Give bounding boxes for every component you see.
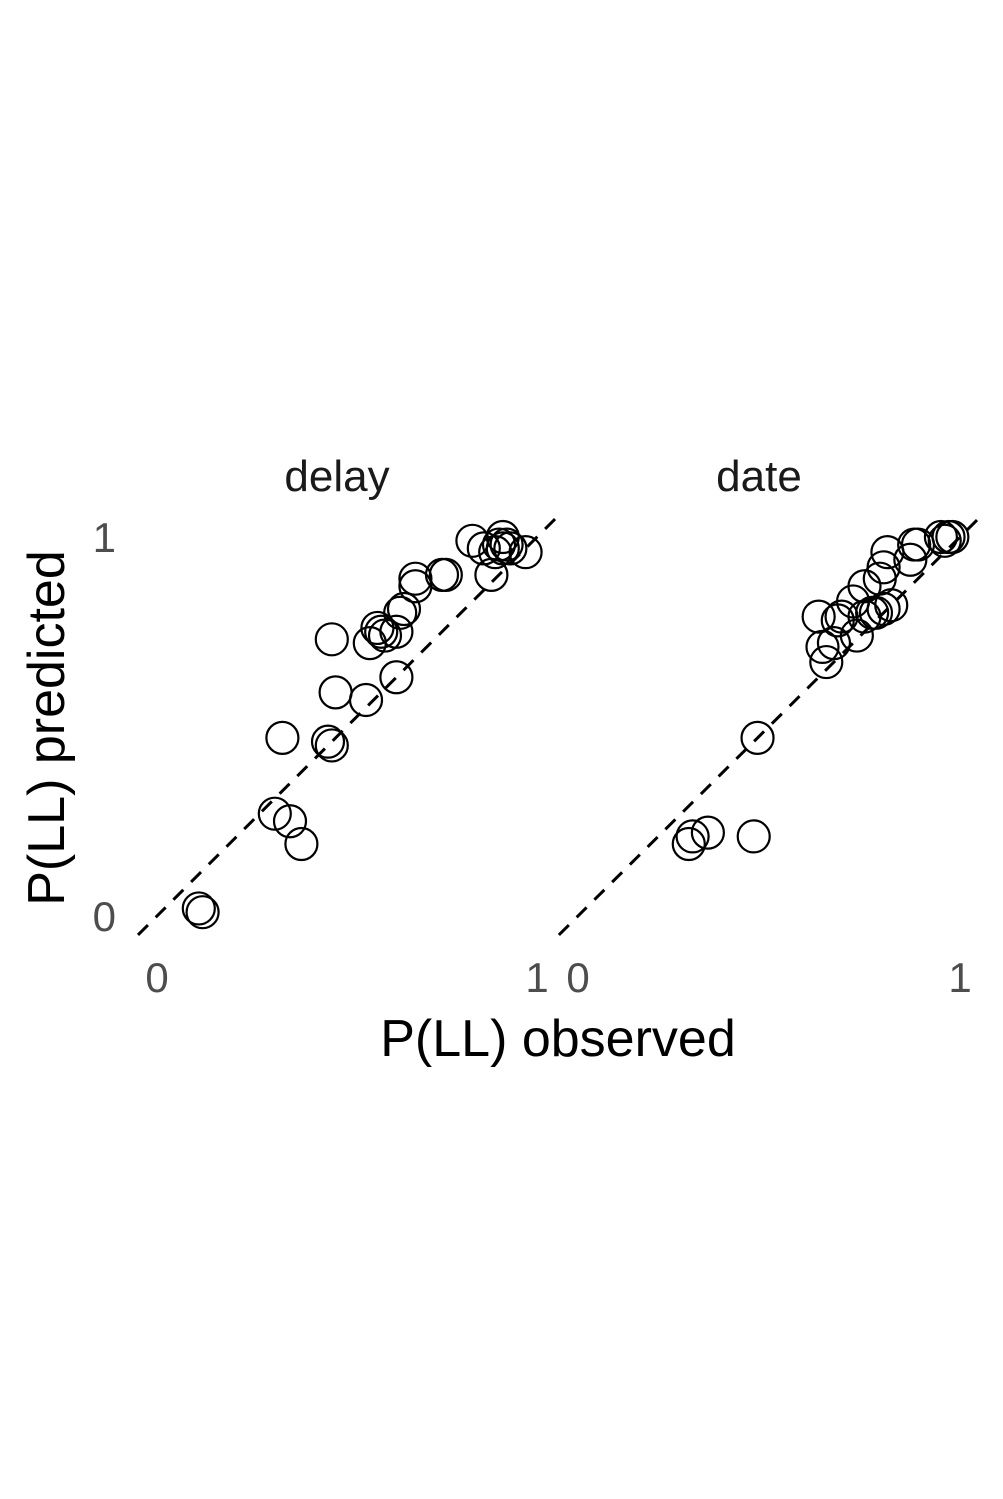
y-tick-label: 0: [93, 893, 116, 940]
data-point: [736, 819, 771, 854]
facet-delay: delay 0 1 0 1: [93, 452, 558, 1001]
data-point: [314, 728, 349, 763]
data-point: [257, 796, 292, 831]
data-point: [675, 819, 710, 854]
x-tick-label: 1: [948, 954, 971, 1001]
y-tick-label: 1: [93, 514, 116, 561]
y-axis-title: P(LL) predicted: [18, 550, 76, 906]
data-point: [816, 626, 852, 661]
data-point: [893, 542, 928, 577]
data-point: [809, 644, 844, 680]
data-point: [383, 595, 418, 630]
data-point: [671, 826, 706, 862]
data-point: [866, 591, 901, 627]
x-axis-title: P(LL) observed: [380, 1010, 736, 1068]
data-point: [508, 535, 543, 570]
x-tick-label: 0: [145, 954, 168, 1001]
facet-date: date 0 1: [557, 452, 981, 1001]
data-point: [690, 815, 725, 850]
data-point: [379, 614, 414, 649]
data-point: [265, 720, 300, 755]
data-point: [185, 895, 220, 930]
data-point: [428, 557, 463, 593]
facet-title-delay: delay: [284, 452, 389, 501]
data-point: [478, 535, 513, 570]
x-tick-label: 0: [566, 954, 589, 1001]
data-point: [318, 675, 353, 710]
data-point: [379, 660, 414, 695]
data-point: [874, 588, 909, 623]
data-point: [348, 682, 384, 718]
data-point: [493, 531, 528, 566]
data-point: [935, 519, 970, 555]
data-point: [801, 599, 836, 634]
data-point: [310, 724, 346, 759]
data-point: [272, 804, 308, 839]
data-point: [927, 523, 962, 558]
data-point: [398, 561, 433, 596]
data-point: [386, 591, 422, 627]
data-point: [866, 550, 901, 585]
x-tick-label: 1: [525, 954, 548, 1001]
facet-title-date: date: [716, 452, 802, 501]
data-point: [923, 519, 959, 555]
data-point: [489, 527, 524, 562]
data-point: [314, 622, 349, 657]
data-point: [364, 614, 399, 649]
data-point: [284, 826, 319, 862]
identity-reference-line: [136, 516, 558, 937]
data-point: [858, 595, 894, 630]
data-point: [485, 531, 520, 566]
data-point: [740, 720, 775, 755]
data-point: [181, 891, 216, 926]
